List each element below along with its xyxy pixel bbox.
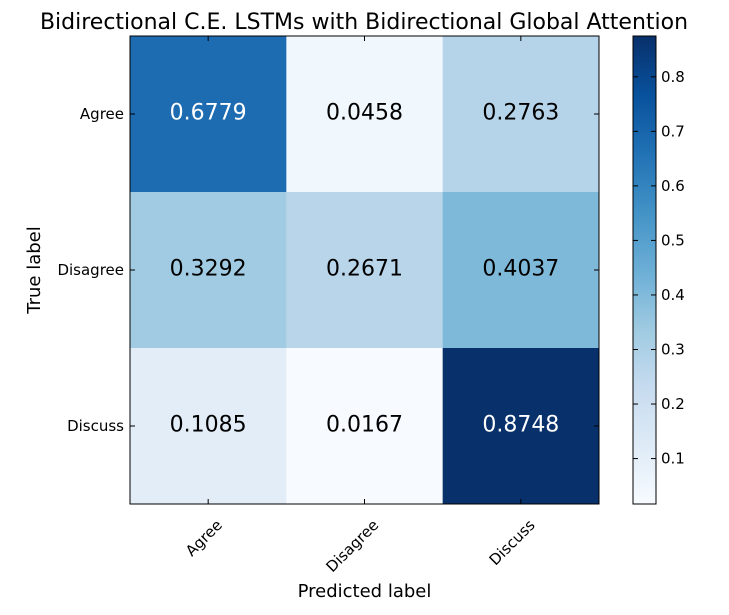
heatmap-cell bbox=[286, 348, 444, 505]
cell-value-label: 0.3292 bbox=[170, 257, 247, 282]
heatmap-cells: 0.6779 0.0458 0.2763 0.3292 0.2671 0.4037 0.10… bbox=[130, 36, 600, 505]
chart-title: Bidirectional C.E. LSTMs with Bidirectio… bbox=[40, 10, 688, 35]
y-tick-label: Disagree bbox=[57, 261, 124, 279]
heatmap-cell bbox=[286, 192, 444, 349]
colorbar-fill bbox=[633, 36, 656, 504]
colorbar-tick-label: 0.5 bbox=[661, 231, 685, 249]
heatmap-cell bbox=[130, 36, 287, 193]
cell-value-label: 0.0458 bbox=[326, 101, 403, 126]
cell-value-label: 0.6779 bbox=[170, 101, 247, 126]
colorbar-tick-label: 0.7 bbox=[661, 122, 685, 140]
heatmap-cell bbox=[286, 36, 444, 193]
cell-value-label: 0.4037 bbox=[482, 257, 559, 282]
y-tick-label: Agree bbox=[80, 105, 124, 123]
x-tick-label: Agree bbox=[182, 516, 226, 560]
x-tick-label: Disagree bbox=[322, 516, 382, 576]
heatmap-cell bbox=[442, 348, 600, 505]
cell-value-label: 0.0167 bbox=[326, 413, 403, 438]
heatmap-cell bbox=[130, 192, 287, 349]
colorbar-tick-label: 0.2 bbox=[661, 395, 685, 413]
cell-value-label: 0.8748 bbox=[482, 413, 559, 438]
colorbar-tick-label: 0.6 bbox=[661, 177, 685, 195]
colorbar-tick-label: 0.3 bbox=[661, 340, 685, 358]
colorbar-tick-label: 0.8 bbox=[661, 68, 685, 86]
colorbar-tick-label: 0.4 bbox=[661, 286, 685, 304]
x-tick-label: Discuss bbox=[486, 516, 539, 569]
heatmap-cell bbox=[442, 36, 600, 193]
cell-value-label: 0.1085 bbox=[170, 413, 247, 438]
y-axis-label: True label bbox=[24, 226, 45, 315]
colorbar-frame bbox=[632, 35, 657, 505]
heatmap-cell bbox=[130, 348, 287, 505]
cell-value-label: 0.2763 bbox=[482, 101, 559, 126]
colorbar-tick-label: 0.1 bbox=[661, 450, 685, 468]
x-axis-label: Predicted label bbox=[298, 581, 432, 602]
colorbar: 0.1 0.2 0.3 0.4 0.5 0.6 0.7 0.8 bbox=[632, 35, 685, 505]
cell-value-label: 0.2671 bbox=[326, 257, 403, 282]
y-tick-label: Discuss bbox=[67, 417, 124, 435]
heatmap-cell bbox=[442, 192, 600, 349]
